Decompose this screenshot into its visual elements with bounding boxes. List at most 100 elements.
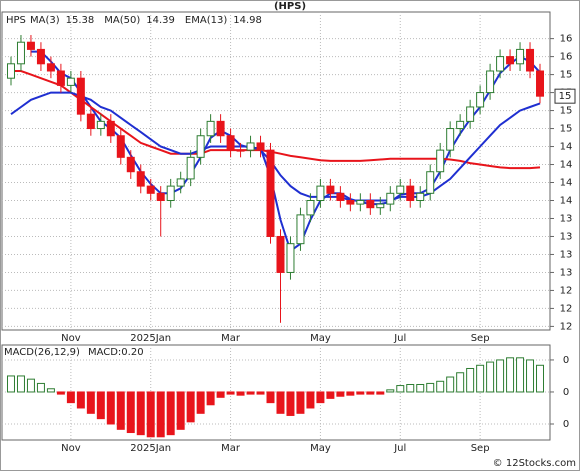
- macd-bar: [206, 391, 215, 406]
- candle-body: [16, 41, 25, 65]
- y-tick-label: 13: [560, 267, 573, 278]
- x-tick-label: Mar: [221, 443, 241, 454]
- candle-body: [236, 149, 245, 152]
- candle-body: [246, 142, 255, 151]
- macd-bar: [516, 357, 525, 393]
- macd-bar: [56, 391, 65, 395]
- y-tick-label: 15: [560, 124, 573, 135]
- macd-bar: [426, 382, 435, 393]
- ma-line: [31, 50, 541, 253]
- legend-value: 15.38: [66, 15, 95, 26]
- x-tick-label: Sep: [471, 443, 490, 454]
- candle-body: [466, 106, 475, 122]
- chart-title: (HPS): [274, 1, 306, 12]
- legend-name: MA(50): [104, 15, 140, 26]
- last-price-box: [554, 88, 576, 104]
- candle-body: [126, 156, 135, 173]
- macd-bar: [386, 389, 395, 393]
- macd-bar: [186, 391, 195, 423]
- macd-bar: [526, 359, 535, 393]
- candle-body: [86, 113, 95, 130]
- macd-bar: [226, 391, 235, 395]
- macd-bar: [246, 391, 255, 395]
- candle-body: [526, 48, 535, 72]
- macd-bar: [236, 391, 245, 396]
- candle-body: [516, 48, 525, 65]
- y-tick-label: 0: [563, 387, 569, 398]
- candle-body: [166, 185, 175, 201]
- macd-bar: [6, 375, 15, 393]
- macd-bar: [146, 391, 155, 438]
- ma-line: [11, 70, 541, 170]
- y-tick-label: 13: [560, 231, 573, 242]
- x-tick-label: Nov: [61, 443, 81, 454]
- candle-body: [56, 70, 65, 86]
- macd-bar: [536, 364, 545, 393]
- macd-bar: [436, 380, 445, 393]
- plot-frame: [1, 344, 551, 441]
- candle-body: [206, 120, 215, 137]
- x-tick-label: Sep: [471, 333, 490, 344]
- candle-body: [316, 185, 325, 201]
- macd-bar: [306, 391, 315, 409]
- macd-bar: [276, 391, 285, 414]
- y-tick-label: 12: [560, 285, 573, 296]
- candle-body: [76, 77, 85, 115]
- macd-bar: [46, 388, 55, 393]
- macd-bar: [266, 391, 275, 404]
- candle-body: [216, 120, 225, 137]
- macd-subtitle: MACD:0.20: [88, 347, 144, 358]
- candle-body: [506, 56, 515, 65]
- candle-body: [326, 185, 335, 194]
- y-tick-label: 14: [560, 178, 573, 189]
- macd-bar: [256, 391, 265, 395]
- candle-body: [386, 192, 395, 205]
- footer: © 12Stocks.com: [493, 458, 576, 469]
- macd-bar: [86, 391, 95, 414]
- candle-body: [286, 243, 295, 273]
- candle-body: [226, 135, 235, 151]
- candle-body: [406, 185, 415, 201]
- candle-body: [36, 48, 45, 65]
- macd-bar: [406, 383, 415, 393]
- macd-bar: [316, 391, 325, 404]
- candle-body: [156, 192, 165, 201]
- legend-symbol: HPS: [6, 15, 26, 26]
- y-tick-label: 0: [563, 355, 569, 366]
- candle-body: [416, 192, 425, 201]
- ma-line: [10, 91, 541, 202]
- candle-body: [346, 199, 355, 205]
- macd-bar: [486, 361, 495, 393]
- macd-bar: [356, 391, 365, 395]
- macd-bar: [116, 391, 125, 430]
- legend-value: 14.98: [233, 15, 262, 26]
- macd-bar: [126, 391, 135, 434]
- macd-bar: [36, 382, 45, 393]
- y-tick-label: 14: [560, 195, 573, 206]
- macd-bar: [96, 391, 105, 420]
- candle-body: [186, 156, 195, 180]
- macd-bar: [506, 357, 515, 393]
- macd-bar: [156, 391, 165, 438]
- candle-body: [446, 128, 455, 151]
- candle-body: [296, 214, 305, 245]
- macd-bar: [366, 391, 375, 395]
- x-tick-label: 2025Jan: [130, 333, 171, 344]
- candle-body: [476, 92, 485, 108]
- candle-body: [306, 199, 315, 216]
- y-tick-label: 16: [560, 52, 573, 63]
- y-tick-label: 15: [560, 106, 573, 117]
- y-tick-label: 12: [560, 321, 573, 332]
- candle-body: [426, 171, 435, 194]
- x-tick-label: Jul: [393, 443, 406, 454]
- plot-frame: [1, 11, 551, 331]
- macd-bar: [446, 376, 455, 393]
- candle-body: [366, 199, 375, 209]
- candle-body: [266, 149, 275, 237]
- y-tick-label: 13: [560, 213, 573, 224]
- candle-body: [106, 120, 115, 137]
- y-tick-label: 12: [560, 303, 573, 314]
- macd-bar: [166, 391, 175, 436]
- candle-body: [196, 135, 205, 158]
